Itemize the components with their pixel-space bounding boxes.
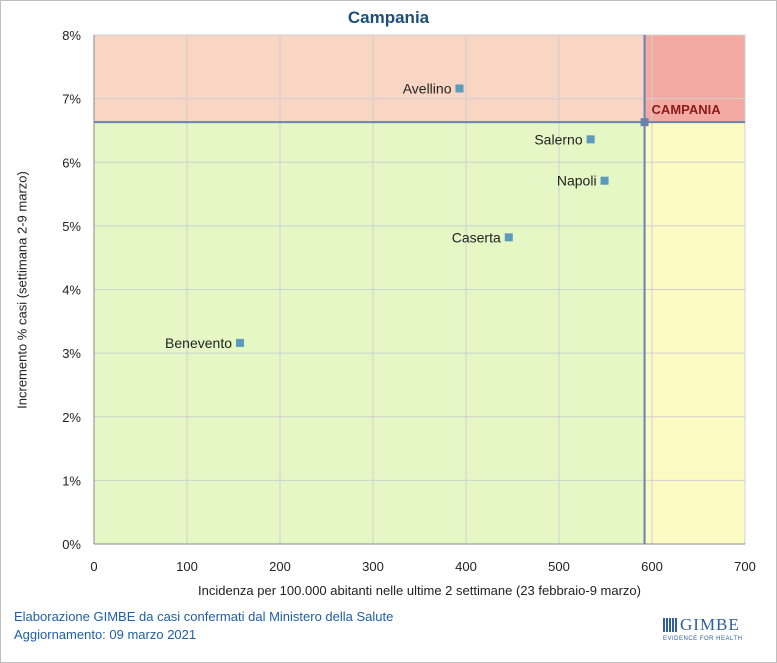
quadrant-bottom-right xyxy=(644,122,745,544)
y-tick-label: 1% xyxy=(62,473,81,488)
x-tick-label: 100 xyxy=(176,559,198,574)
data-point xyxy=(586,135,595,144)
x-axis-label: Incidenza per 100.000 abitanti nelle ult… xyxy=(198,583,641,598)
data-point-label: Napoli xyxy=(557,173,597,189)
reference-label: CAMPANIA xyxy=(652,102,722,117)
reference-point xyxy=(640,118,649,127)
gimbe-logo: GIMBE EVIDENCE FOR HEALTH xyxy=(663,615,755,645)
data-point xyxy=(236,338,245,347)
y-tick-label: 4% xyxy=(62,283,81,298)
logo-tagline: EVIDENCE FOR HEALTH xyxy=(663,636,743,642)
footer-source: Elaborazione GIMBE da casi confermati da… xyxy=(14,609,394,624)
footer-update: Aggiornamento: 09 marzo 2021 xyxy=(14,627,197,642)
x-tick-label: 500 xyxy=(548,559,570,574)
logo-name: GIMBE xyxy=(680,615,740,634)
y-tick-label: 6% xyxy=(62,155,81,170)
x-tick-label: 200 xyxy=(269,559,291,574)
data-point xyxy=(455,84,464,93)
quadrant-top-left xyxy=(94,35,645,123)
x-tick-label: 700 xyxy=(734,559,756,574)
y-tick-label: 3% xyxy=(62,346,81,361)
quadrant-bottom-left xyxy=(94,122,645,544)
data-point-label: Avellino xyxy=(403,80,452,96)
data-point xyxy=(504,233,513,242)
data-point-label: Salerno xyxy=(534,131,582,147)
chart-title: Campania xyxy=(347,8,430,27)
y-tick-label: 2% xyxy=(62,410,81,425)
data-point-label: Benevento xyxy=(165,335,232,351)
y-tick-label: 5% xyxy=(62,219,81,234)
x-tick-label: 600 xyxy=(641,559,663,574)
y-tick-label: 8% xyxy=(62,28,81,43)
y-tick-label: 7% xyxy=(62,92,81,107)
data-point xyxy=(600,176,609,185)
x-tick-label: 0 xyxy=(90,559,97,574)
x-tick-label: 400 xyxy=(455,559,477,574)
gimbe-logo-mark-icon xyxy=(663,618,677,632)
quadrant-top-right xyxy=(644,35,745,123)
y-tick-label: 0% xyxy=(62,537,81,552)
x-tick-label: 300 xyxy=(362,559,384,574)
y-axis-label: Incremento % casi (settimana 2-9 marzo) xyxy=(14,171,30,409)
data-point-label: Caserta xyxy=(452,229,501,245)
